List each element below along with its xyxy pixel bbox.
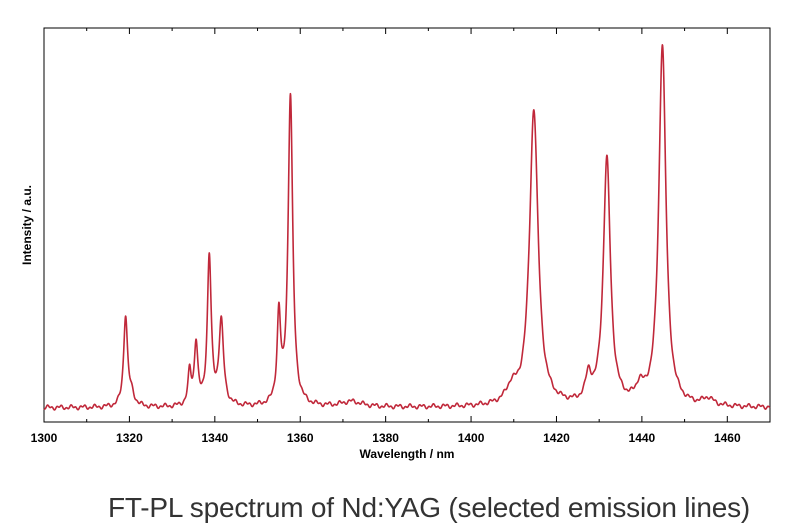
spectrum-chart: 1300 1320 1340 1360 1380 1400 1420 1440 1460 Wav… [20,27,771,461]
x-tick-label: 1300 [31,431,58,445]
x-tick-label: 1460 [714,431,741,445]
x-tick-label: 1340 [201,431,228,445]
x-tick-label: 1440 [629,431,656,445]
x-tick-label: 1360 [287,431,314,445]
x-axis-title: Wavelength / nm [360,447,455,461]
x-tick-label: 1380 [372,431,399,445]
y-axis-title: Intensity / a.u. [20,185,34,265]
axis-ticks [43,28,728,422]
figure-caption: FT-PL spectrum of Nd:YAG (selected emiss… [108,492,750,523]
spectrum-series-line [43,44,771,411]
x-tick-label: 1400 [458,431,485,445]
x-tick-label: 1420 [543,431,570,445]
x-tick-labels: 1300 1320 1340 1360 1380 1400 1420 1440 1460 [31,431,741,445]
x-tick-label: 1320 [116,431,143,445]
plot-area-frame [43,27,771,423]
